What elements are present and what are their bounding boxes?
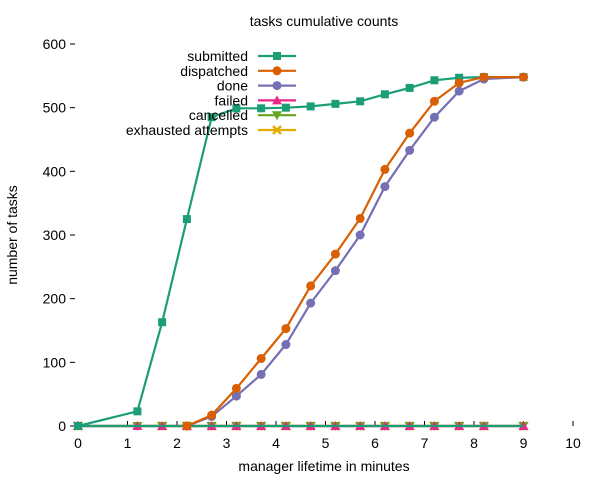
data-point xyxy=(330,249,340,259)
data-point xyxy=(158,318,167,327)
data-point xyxy=(306,102,315,111)
data-point xyxy=(331,99,340,108)
x-tick-label: 6 xyxy=(371,435,379,451)
legend-entry: exhausted attempts xyxy=(126,122,296,138)
data-point xyxy=(355,213,365,223)
data-point xyxy=(257,104,266,113)
data-point xyxy=(182,421,192,431)
data-point xyxy=(306,298,316,308)
data-point xyxy=(256,354,266,364)
data-point xyxy=(207,410,217,420)
data-point xyxy=(356,97,365,106)
data-point xyxy=(380,90,389,99)
y-axis-title: number of tasks xyxy=(4,185,20,285)
x-axis-title: manager lifetime in minutes xyxy=(238,458,409,474)
x-tick-label: 1 xyxy=(124,435,132,451)
data-point xyxy=(380,182,390,192)
series-submitted xyxy=(74,73,528,430)
data-point xyxy=(272,125,282,135)
data-point-stroke xyxy=(272,125,282,135)
legend-label: failed xyxy=(215,92,248,108)
data-point xyxy=(281,324,291,334)
data-point xyxy=(207,113,216,122)
y-tick-label: 600 xyxy=(43,36,67,52)
data-point xyxy=(405,145,415,155)
legend-label: exhausted attempts xyxy=(126,122,248,138)
series-line xyxy=(186,76,524,428)
series-layer xyxy=(73,72,529,431)
data-point xyxy=(454,78,464,88)
data-point xyxy=(232,104,241,113)
data-point xyxy=(454,86,464,96)
legend-entry: dispatched xyxy=(180,63,296,79)
x-tick-label: 10 xyxy=(565,435,581,451)
legend-label: cancelled xyxy=(189,107,248,123)
x-tick-label: 7 xyxy=(421,435,429,451)
x-tick-label: 2 xyxy=(173,435,181,451)
data-point xyxy=(281,340,291,350)
legend-label: done xyxy=(217,78,248,94)
legend-label: dispatched xyxy=(180,63,248,79)
data-point xyxy=(231,383,241,393)
data-point xyxy=(405,83,414,92)
data-point xyxy=(479,72,489,82)
data-point xyxy=(429,96,439,106)
data-point xyxy=(330,266,340,276)
x-tick-label: 4 xyxy=(272,435,280,451)
data-point xyxy=(355,230,365,240)
series-line xyxy=(186,76,524,428)
data-point xyxy=(272,95,282,105)
data-point xyxy=(306,281,316,291)
legend: submitteddispatcheddonefailedcancelledex… xyxy=(126,48,296,138)
chart-title: tasks cumulative counts xyxy=(250,13,399,29)
x-tick-label: 5 xyxy=(322,435,330,451)
data-point xyxy=(429,112,439,122)
data-point xyxy=(182,215,191,224)
y-tick-label: 400 xyxy=(43,163,67,179)
y-tick-label: 200 xyxy=(43,291,67,307)
y-tick-label: 100 xyxy=(43,354,67,370)
data-point xyxy=(272,66,282,76)
data-point xyxy=(74,422,82,430)
data-point xyxy=(133,407,142,416)
data-point xyxy=(231,391,241,401)
x-tick-label: 9 xyxy=(520,435,528,451)
x-tick-label: 3 xyxy=(223,435,231,451)
legend-label: submitted xyxy=(187,48,248,64)
legend-entry: done xyxy=(217,78,296,94)
data-point xyxy=(272,111,282,121)
data-point xyxy=(405,128,415,138)
data-point xyxy=(519,72,528,82)
legend-entry: failed xyxy=(215,92,296,108)
data-point xyxy=(380,164,390,174)
legend-entry: submitted xyxy=(187,48,296,64)
legend-entry: cancelled xyxy=(189,107,296,123)
y-tick-label: 500 xyxy=(43,100,67,116)
data-point xyxy=(256,369,266,379)
data-point xyxy=(455,73,464,82)
data-point xyxy=(273,52,281,60)
series-dispatched xyxy=(182,72,528,431)
data-point xyxy=(430,76,439,85)
data-point xyxy=(281,103,290,112)
data-point xyxy=(272,81,282,91)
y-tick-label: 300 xyxy=(43,227,67,243)
x-tick-label: 8 xyxy=(470,435,478,451)
y-tick-label: 0 xyxy=(58,418,66,434)
x-tick-label: 0 xyxy=(74,435,82,451)
